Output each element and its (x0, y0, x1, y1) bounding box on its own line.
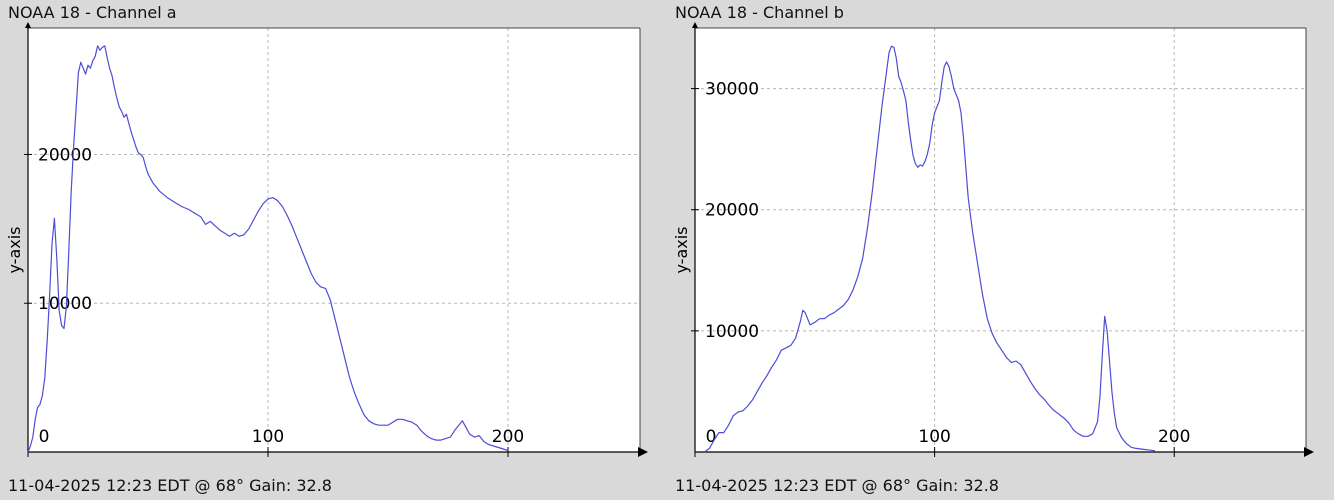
chart-title: NOAA 18 - Channel a (8, 3, 177, 22)
y-axis-label: y-axis (5, 226, 24, 273)
y-tick-label: 10000 (705, 322, 759, 342)
y-tick-label: 20000 (705, 201, 759, 221)
chart-panel-channel-b: NOAA 18 - Channel b 0 100 200 10000 20000 300… (667, 0, 1334, 500)
y-tick-label: 20000 (38, 145, 92, 165)
chart-panel-channel-a: NOAA 18 - Channel a 0 100 200 10000 20000 y-a… (5, 3, 648, 495)
chart-a-svg: 0 100 200 10000 20000 y-axis (5, 22, 648, 457)
y-tick-label: 10000 (38, 294, 92, 314)
chart-title: NOAA 18 - Channel b (675, 3, 844, 22)
chart-b-svg: 0 100 200 10000 20000 30000 y-axis (672, 22, 1314, 457)
chart-footer: 11-04-2025 12:23 EDT @ 68° Gain: 32.8 (8, 476, 332, 495)
x-tick-label: 200 (492, 427, 524, 447)
plot-area (695, 28, 1306, 452)
x-tick-label: 0 (706, 427, 717, 447)
x-axis-arrow (1304, 447, 1314, 457)
x-axis-arrow (638, 447, 648, 457)
y-tick-label: 30000 (705, 80, 759, 100)
y-axis-arrow (25, 22, 31, 28)
x-tick-label: 200 (1158, 427, 1190, 447)
x-tick-label: 100 (252, 427, 284, 447)
chart-footer: 11-04-2025 12:23 EDT @ 68° Gain: 32.8 (675, 476, 999, 495)
series-line (27, 45, 509, 453)
y-axis-arrow (692, 22, 698, 28)
x-tick-label: 0 (39, 427, 50, 447)
series-line (704, 45, 1156, 453)
x-tick-label: 100 (918, 427, 950, 447)
y-axis-label: y-axis (672, 226, 691, 273)
plot-area (28, 28, 640, 452)
